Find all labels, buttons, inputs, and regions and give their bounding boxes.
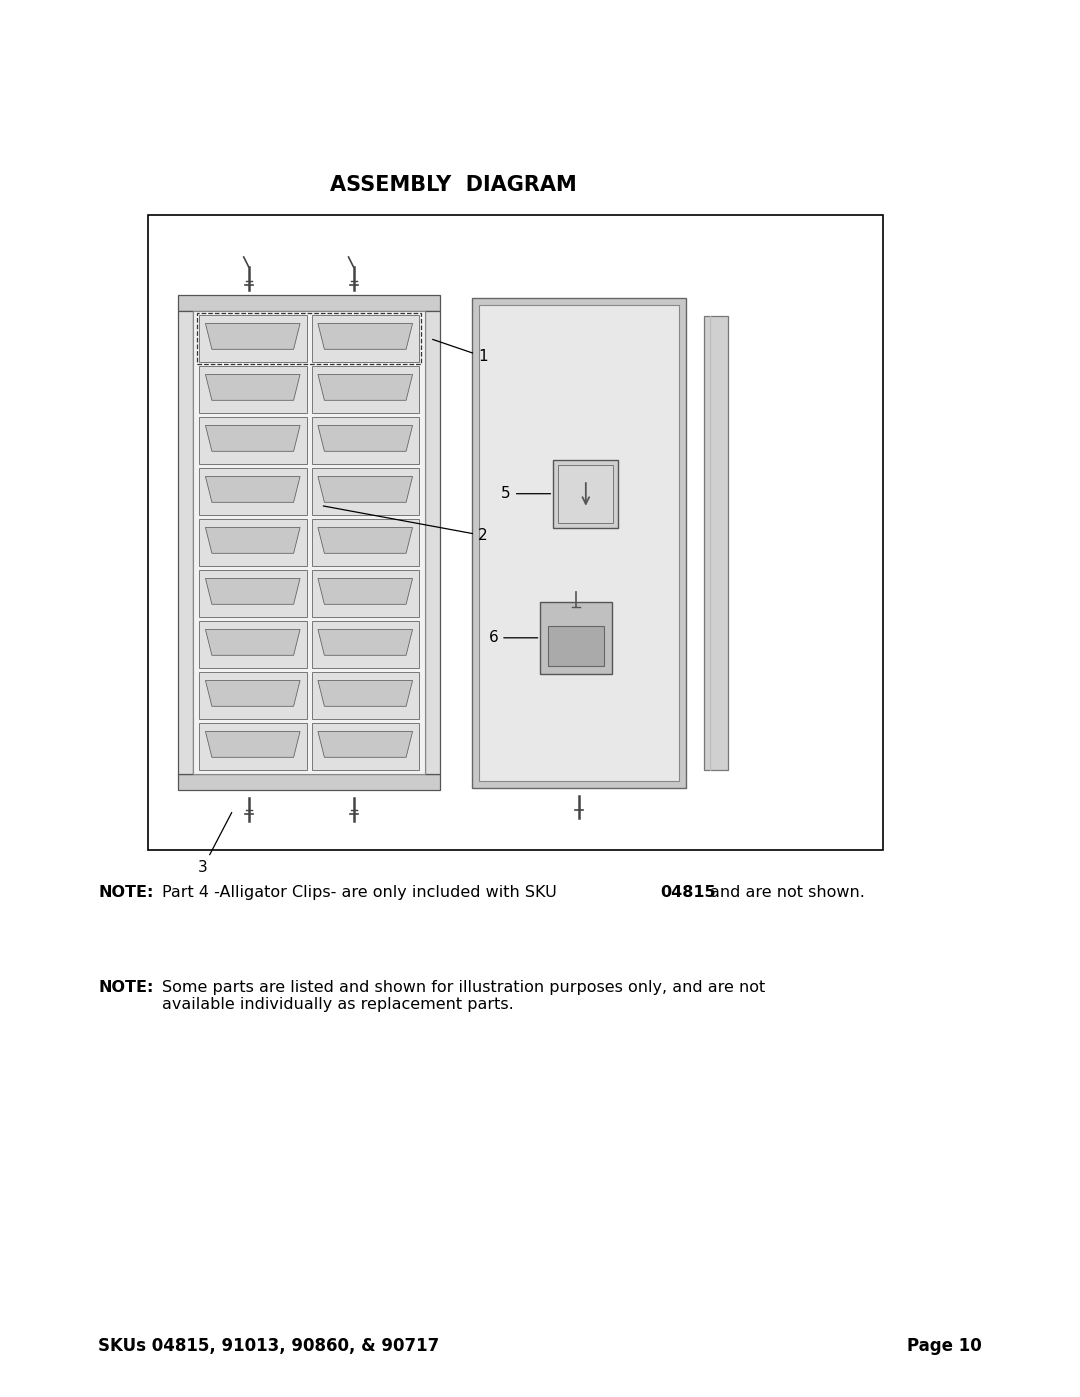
Bar <box>199 416 307 464</box>
Polygon shape <box>318 374 413 401</box>
Bar <box>311 366 419 414</box>
Text: 6: 6 <box>488 630 538 645</box>
Bar <box>178 774 440 789</box>
Polygon shape <box>318 578 413 605</box>
Bar <box>199 672 307 719</box>
Polygon shape <box>205 324 300 349</box>
Bar <box>311 468 419 515</box>
Polygon shape <box>205 680 300 707</box>
Bar <box>178 295 440 312</box>
Polygon shape <box>205 374 300 401</box>
Bar <box>199 724 307 770</box>
Polygon shape <box>318 426 413 451</box>
Text: 1: 1 <box>433 339 488 365</box>
Bar <box>311 724 419 770</box>
Bar <box>540 602 612 673</box>
Bar <box>472 298 686 788</box>
Bar <box>178 312 193 774</box>
Bar <box>553 460 619 528</box>
Text: NOTE:: NOTE: <box>98 886 153 900</box>
Text: Some parts are listed and shown for illustration purposes only, and are not
avai: Some parts are listed and shown for illu… <box>162 981 766 1013</box>
Polygon shape <box>318 630 413 655</box>
Polygon shape <box>318 680 413 707</box>
Bar <box>549 626 605 666</box>
Polygon shape <box>205 578 300 605</box>
Text: SKUs 04815, 91013, 90860, & 90717: SKUs 04815, 91013, 90860, & 90717 <box>98 1337 440 1355</box>
Polygon shape <box>318 528 413 553</box>
Bar <box>311 622 419 668</box>
Bar <box>311 672 419 719</box>
Bar <box>199 314 307 362</box>
Polygon shape <box>318 324 413 349</box>
Bar <box>199 366 307 414</box>
Bar <box>311 314 419 362</box>
Text: Part 4 -Alligator Clips- are only included with SKU: Part 4 -Alligator Clips- are only includ… <box>162 886 557 900</box>
Bar <box>197 313 421 365</box>
Bar <box>426 312 440 774</box>
Text: ASSEMBLY  DIAGRAM: ASSEMBLY DIAGRAM <box>330 175 577 196</box>
Polygon shape <box>205 630 300 655</box>
Polygon shape <box>205 476 300 503</box>
Bar <box>311 570 419 617</box>
Polygon shape <box>205 732 300 757</box>
Bar <box>148 215 883 849</box>
Polygon shape <box>205 528 300 553</box>
Bar <box>199 622 307 668</box>
Bar <box>480 305 679 781</box>
Bar <box>199 570 307 617</box>
Bar <box>311 416 419 464</box>
Polygon shape <box>318 732 413 757</box>
Polygon shape <box>318 476 413 503</box>
Bar <box>558 465 613 522</box>
Polygon shape <box>205 426 300 451</box>
Text: and are not shown.: and are not shown. <box>710 886 865 900</box>
Bar <box>193 312 426 774</box>
Bar <box>199 468 307 515</box>
Bar <box>199 520 307 566</box>
Text: Page 10: Page 10 <box>907 1337 982 1355</box>
Text: 04815: 04815 <box>660 886 716 900</box>
Text: 5: 5 <box>501 486 551 502</box>
Text: 3: 3 <box>198 813 232 875</box>
Bar <box>311 520 419 566</box>
Bar <box>704 316 728 770</box>
Text: NOTE:: NOTE: <box>98 981 153 995</box>
Text: 2: 2 <box>323 506 488 543</box>
